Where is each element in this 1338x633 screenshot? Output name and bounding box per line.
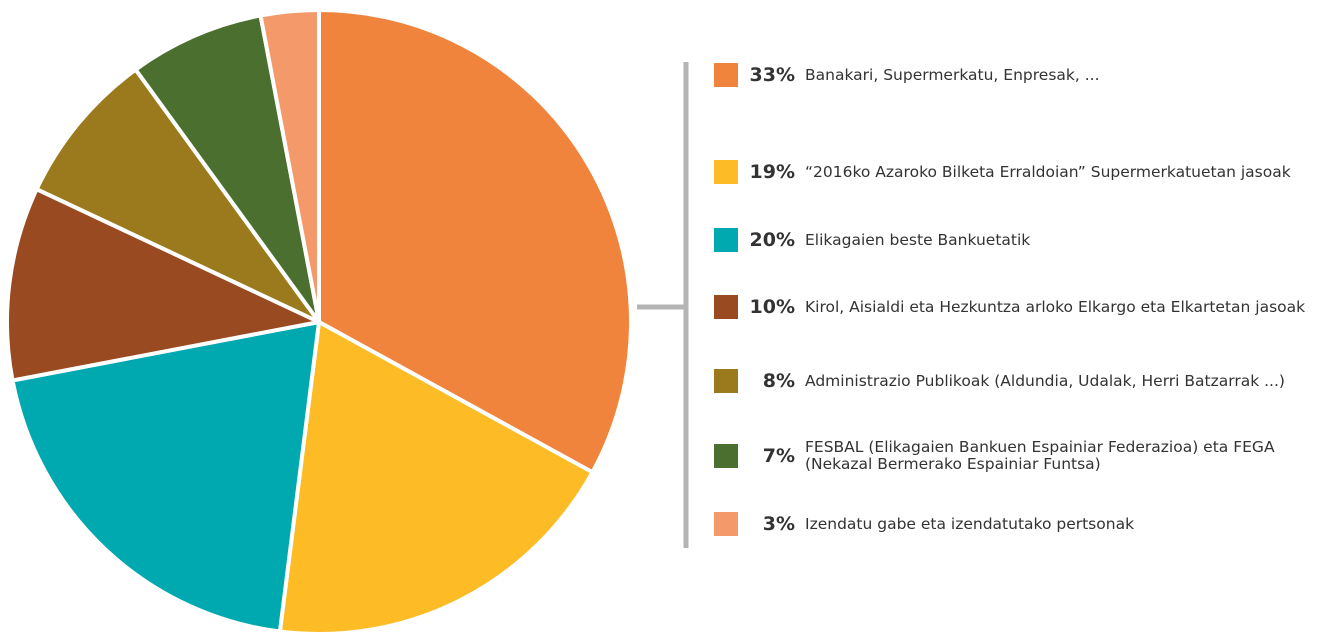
pie-slice <box>277 320 595 633</box>
legend-label: Elikagaien beste Bankuetatik <box>805 230 1031 249</box>
legend-item: 19% “2016ko Azaroko Bilketa Erraldoian” S… <box>714 154 1334 190</box>
legend-swatch <box>714 512 738 536</box>
legend-swatch <box>714 228 738 252</box>
pie-slice <box>258 8 321 324</box>
legend-label: Banakari, Supermerkatu, Enpresak, ... <box>805 65 1100 84</box>
pie-slice <box>5 187 321 383</box>
pie-slice <box>317 8 633 475</box>
legend-label: Izendatu gabe eta izendatutako pertsonak <box>805 514 1135 533</box>
legend-item: 10% Kirol, Aisialdi eta Hezkuntza arloko … <box>714 289 1334 325</box>
legend-swatch <box>714 369 738 393</box>
legend-label: FESBAL (Elikagaien Bankuen Espainiar Fed… <box>805 438 1275 473</box>
pie-slice <box>10 320 321 633</box>
legend-label: Administrazio Publikoak (Aldundia, Udala… <box>805 371 1285 390</box>
legend-value: 8% <box>762 370 795 392</box>
legend-item: 33% Banakari, Supermerkatu, Enpresak, ... <box>714 57 1334 93</box>
legend-value: 3% <box>762 513 795 535</box>
legend-item: 3% Izendatu gabe eta izendatutako pertson… <box>714 506 1334 542</box>
legend-value: 19% <box>749 161 795 183</box>
legend-label: Kirol, Aisialdi eta Hezkuntza arloko Elk… <box>805 297 1306 316</box>
legend-value: 33% <box>749 64 795 86</box>
pie-slice <box>34 67 321 324</box>
legend-swatch <box>714 444 738 468</box>
legend-item: 7% FESBAL (Elikagaien Bankuen Espainiar F… <box>714 438 1334 474</box>
legend-item: 8% Administrazio Publikoak (Aldundia, Uda… <box>714 363 1334 399</box>
legend-item: 20% Elikagaien beste Bankuetatik <box>714 222 1334 258</box>
legend-label: “2016ko Azaroko Bilketa Erraldoian” Supe… <box>805 162 1291 181</box>
legend-value: 10% <box>749 296 795 318</box>
legend-swatch <box>714 63 738 87</box>
legend-swatch <box>714 160 738 184</box>
legend-value: 7% <box>762 445 795 467</box>
legend-value: 20% <box>749 229 795 251</box>
legend-swatch <box>714 295 738 319</box>
